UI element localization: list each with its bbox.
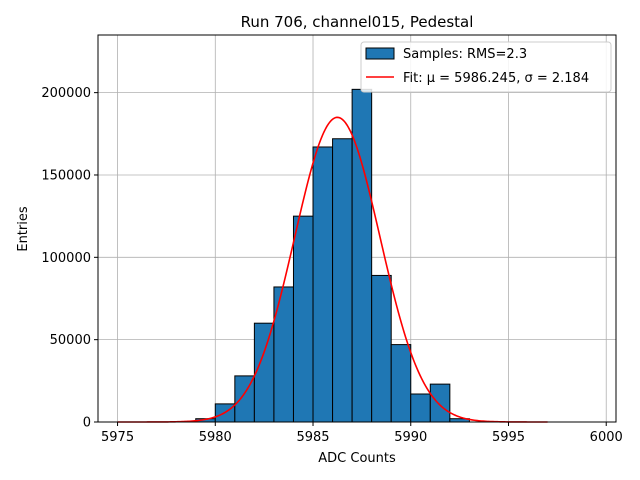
- histogram-bar: [253, 322, 275, 423]
- histogram-bar: [429, 383, 451, 423]
- x-axis-ticks: 5975 5980 5985 5990 5995 6000: [101, 422, 623, 445]
- histogram-bar: [292, 215, 314, 423]
- y-tick-label: 200000: [41, 86, 91, 101]
- x-tick-label: 6000: [590, 430, 623, 445]
- y-tick-label: 100000: [41, 251, 91, 266]
- y-tick-label: 150000: [41, 168, 91, 183]
- legend-label-fit: Fit: μ = 5986.245, σ = 2.184: [403, 71, 589, 86]
- legend-swatch-samples: [365, 47, 395, 60]
- y-tick-label: 50000: [50, 333, 91, 348]
- histogram-bar: [332, 138, 353, 423]
- x-tick-label: 5980: [199, 430, 232, 445]
- legend-label-samples: Samples: RMS=2.3: [403, 47, 527, 62]
- y-axis-ticks: 0 50000 100000 150000 200000: [41, 86, 98, 431]
- histogram-bars: [195, 88, 470, 423]
- histogram-bar: [410, 393, 431, 423]
- x-tick-label: 5975: [101, 430, 134, 445]
- plot-frame: [97, 34, 617, 423]
- legend: Samples: RMS=2.3 Fit: μ = 5986.245, σ = …: [360, 41, 612, 93]
- histogram-bar: [390, 344, 412, 423]
- legend-box: [360, 41, 612, 93]
- histogram-bar: [371, 274, 392, 423]
- chart-title: Run 706, channel015, Pedestal: [241, 13, 474, 31]
- histogram-bar: [351, 88, 373, 423]
- fit-line: [117, 116, 548, 423]
- y-tick-label: 0: [83, 416, 91, 431]
- histogram-bar: [312, 146, 334, 423]
- y-axis-label: Entries: [16, 206, 31, 252]
- x-tick-label: 5995: [492, 430, 525, 445]
- histogram-bar: [273, 286, 294, 423]
- x-tick-label: 5985: [296, 430, 329, 445]
- x-tick-label: 5990: [394, 430, 427, 445]
- x-axis-label: ADC Counts: [318, 451, 396, 466]
